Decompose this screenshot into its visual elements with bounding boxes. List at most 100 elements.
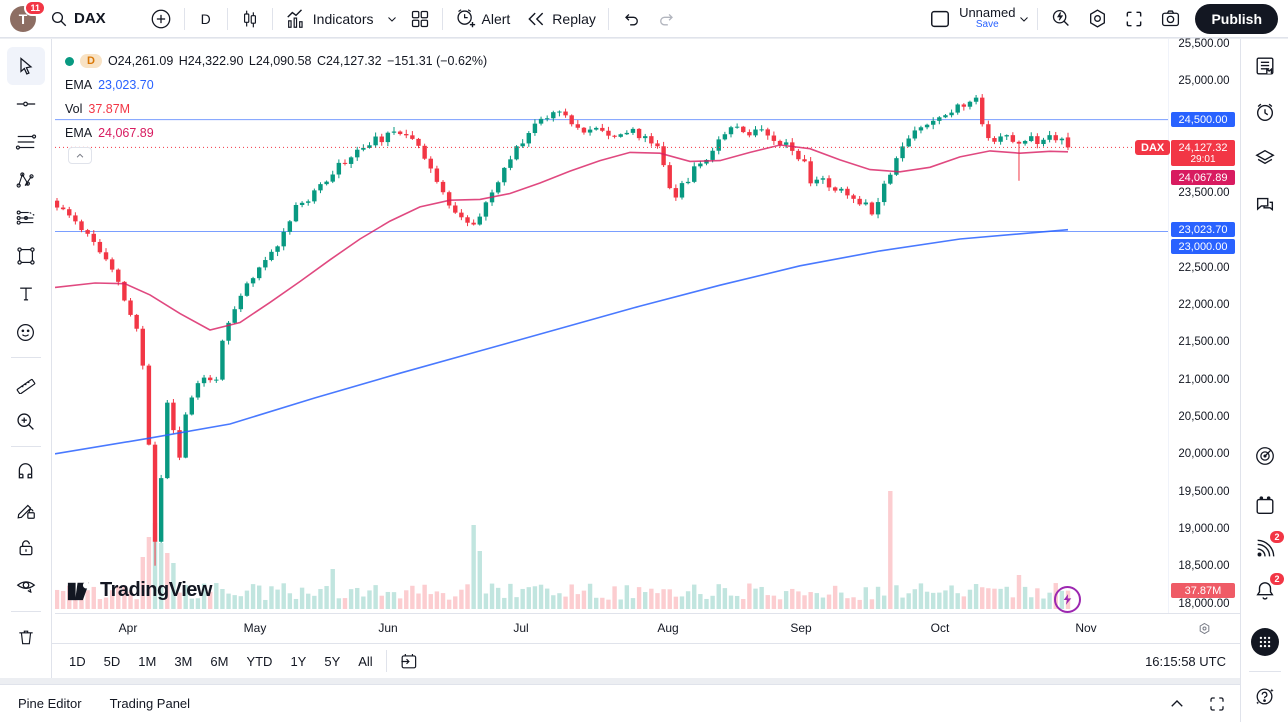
clock-utc[interactable]: 16:15:58 UTC bbox=[1145, 653, 1226, 669]
instant-trading-button[interactable] bbox=[1054, 586, 1081, 613]
panel-maximize-button[interactable] bbox=[1208, 695, 1226, 713]
pattern-tool[interactable] bbox=[7, 161, 45, 199]
notifications-button[interactable]: 2 bbox=[1254, 573, 1284, 602]
all-apps-button[interactable] bbox=[1251, 628, 1279, 656]
apps-grid-icon bbox=[1258, 635, 1272, 649]
user-menu-button[interactable]: T 11 bbox=[10, 0, 46, 32]
redo-icon bbox=[657, 9, 677, 29]
redo-button[interactable] bbox=[649, 5, 685, 33]
go-to-date-button[interactable] bbox=[391, 648, 426, 675]
interval-button[interactable]: D bbox=[189, 7, 223, 31]
lock-all-tool[interactable] bbox=[7, 529, 45, 567]
alert-button[interactable]: Alert bbox=[447, 4, 519, 33]
plus-icon bbox=[150, 8, 172, 30]
tradingview-watermark[interactable]: TradingView bbox=[65, 577, 212, 604]
calendar-button[interactable] bbox=[1254, 495, 1276, 517]
chart-style-button[interactable] bbox=[232, 5, 268, 33]
layout-menu-button[interactable] bbox=[1015, 9, 1033, 29]
legend-collapse-button[interactable] bbox=[68, 147, 92, 164]
legend-series-row[interactable]: D O24,261.09 H24,322.90 L24,090.58 C24,1… bbox=[65, 49, 489, 73]
legend-ema-slow-row[interactable]: EMA 23,023.70 bbox=[65, 73, 489, 97]
layout-save-button[interactable]: Unnamed Save bbox=[959, 6, 1015, 30]
range-button-1y[interactable]: 1Y bbox=[283, 650, 313, 673]
price-tick: 19,000.00 bbox=[1178, 522, 1230, 535]
emoji-tool[interactable] bbox=[7, 313, 45, 351]
range-button-ytd[interactable]: YTD bbox=[239, 650, 279, 673]
projection-icon bbox=[15, 207, 37, 229]
price-axis[interactable]: 25,500.00 25,000.00 23,500.00 22,500.00 22,0… bbox=[1168, 38, 1240, 613]
news-button[interactable]: 2 bbox=[1254, 531, 1284, 560]
publish-button[interactable]: Publish bbox=[1195, 3, 1278, 34]
indicator-templates-button[interactable] bbox=[382, 9, 402, 29]
ema-slow-label: EMA bbox=[65, 78, 93, 92]
range-button-1m[interactable]: 1M bbox=[131, 650, 163, 673]
replay-label: Replay bbox=[552, 10, 596, 27]
range-button-6m[interactable]: 6M bbox=[203, 650, 235, 673]
watchlist-button[interactable] bbox=[1254, 55, 1276, 77]
time-tick-oct: Oct bbox=[930, 621, 950, 635]
time-tick-aug: Aug bbox=[657, 621, 679, 635]
replay-button[interactable]: Replay bbox=[518, 5, 604, 33]
chart-canvas[interactable] bbox=[54, 39, 1168, 613]
axis-settings-button[interactable] bbox=[1168, 613, 1240, 643]
legend-volume-row[interactable]: Vol 37.87M bbox=[65, 97, 489, 121]
symbol-search-button[interactable]: DAX bbox=[42, 6, 114, 32]
eye-icon bbox=[15, 575, 37, 597]
panel-collapse-button[interactable] bbox=[1168, 695, 1186, 713]
quick-search-button[interactable] bbox=[1042, 4, 1079, 33]
range-button-all[interactable]: All bbox=[351, 650, 379, 673]
screener-button[interactable] bbox=[1254, 445, 1276, 467]
help-button[interactable] bbox=[1254, 685, 1276, 707]
shapes-tool[interactable] bbox=[7, 237, 45, 275]
chat-button[interactable] bbox=[1254, 194, 1276, 216]
shapes-icon bbox=[15, 245, 37, 267]
time-tick-may: May bbox=[243, 621, 267, 635]
alert-label: Alert bbox=[481, 10, 511, 27]
alerts-button[interactable] bbox=[1254, 101, 1276, 123]
tab-trading-panel[interactable]: Trading Panel bbox=[109, 696, 191, 711]
top-toolbar: T 11 DAX D Indicators Alert Replay bbox=[0, 0, 1288, 38]
range-button-1d[interactable]: 1D bbox=[62, 650, 93, 673]
fib-retracement-tool[interactable] bbox=[7, 123, 45, 161]
layout-button[interactable] bbox=[921, 4, 959, 34]
range-button-5y[interactable]: 5Y bbox=[317, 650, 347, 673]
trend-line-tool[interactable] bbox=[7, 85, 45, 123]
tab-pine-editor[interactable]: Pine Editor bbox=[18, 696, 82, 711]
chevron-up-icon bbox=[1168, 695, 1186, 713]
price-tick: 22,000.00 bbox=[1178, 299, 1230, 312]
indicators-icon bbox=[285, 8, 307, 30]
time-tick-apr: Apr bbox=[118, 621, 138, 635]
range-button-5d[interactable]: 5D bbox=[97, 650, 128, 673]
indicators-button[interactable]: Indicators bbox=[277, 4, 382, 34]
zoom-in-icon bbox=[15, 411, 36, 432]
projection-tool[interactable] bbox=[7, 199, 45, 237]
compare-add-button[interactable] bbox=[142, 4, 180, 34]
range-button-3m[interactable]: 3M bbox=[167, 650, 199, 673]
price-tick: 20,000.00 bbox=[1178, 448, 1230, 461]
axis-label-volume: 37.87M bbox=[1171, 583, 1235, 598]
magnet-tool[interactable] bbox=[7, 453, 45, 491]
text-tool[interactable] bbox=[7, 275, 45, 313]
axis-settings-gear-icon bbox=[1197, 621, 1212, 636]
legend-ema-fast-row[interactable]: EMA 24,067.89 bbox=[65, 121, 489, 145]
time-tick-sep: Sep bbox=[790, 621, 812, 635]
chart-settings-button[interactable] bbox=[1079, 4, 1116, 33]
measure-tool[interactable] bbox=[7, 364, 45, 402]
undo-button[interactable] bbox=[613, 5, 649, 33]
hide-all-tool[interactable] bbox=[7, 567, 45, 605]
zoom-in-tool[interactable] bbox=[7, 402, 45, 440]
undo-icon bbox=[621, 9, 641, 29]
price-tick: 21,000.00 bbox=[1178, 373, 1230, 386]
chevron-down-icon bbox=[386, 13, 398, 25]
drawing-mode-lock-tool[interactable] bbox=[7, 491, 45, 529]
grid-layout-button[interactable] bbox=[402, 5, 438, 33]
fullscreen-button[interactable] bbox=[1116, 5, 1152, 33]
remove-objects-tool[interactable] bbox=[7, 618, 45, 656]
chart-legend: D O24,261.09 H24,322.90 L24,090.58 C24,1… bbox=[65, 49, 489, 145]
object-tree-button[interactable] bbox=[1254, 147, 1276, 169]
time-axis[interactable]: Apr May Jun Jul Aug Sep Oct Nov bbox=[55, 613, 1168, 643]
cursor-tool[interactable] bbox=[6, 47, 45, 85]
snapshot-button[interactable] bbox=[1152, 4, 1189, 33]
save-label: Save bbox=[975, 19, 999, 31]
axis-label-ema-slow: 23,023.70 bbox=[1171, 222, 1235, 237]
